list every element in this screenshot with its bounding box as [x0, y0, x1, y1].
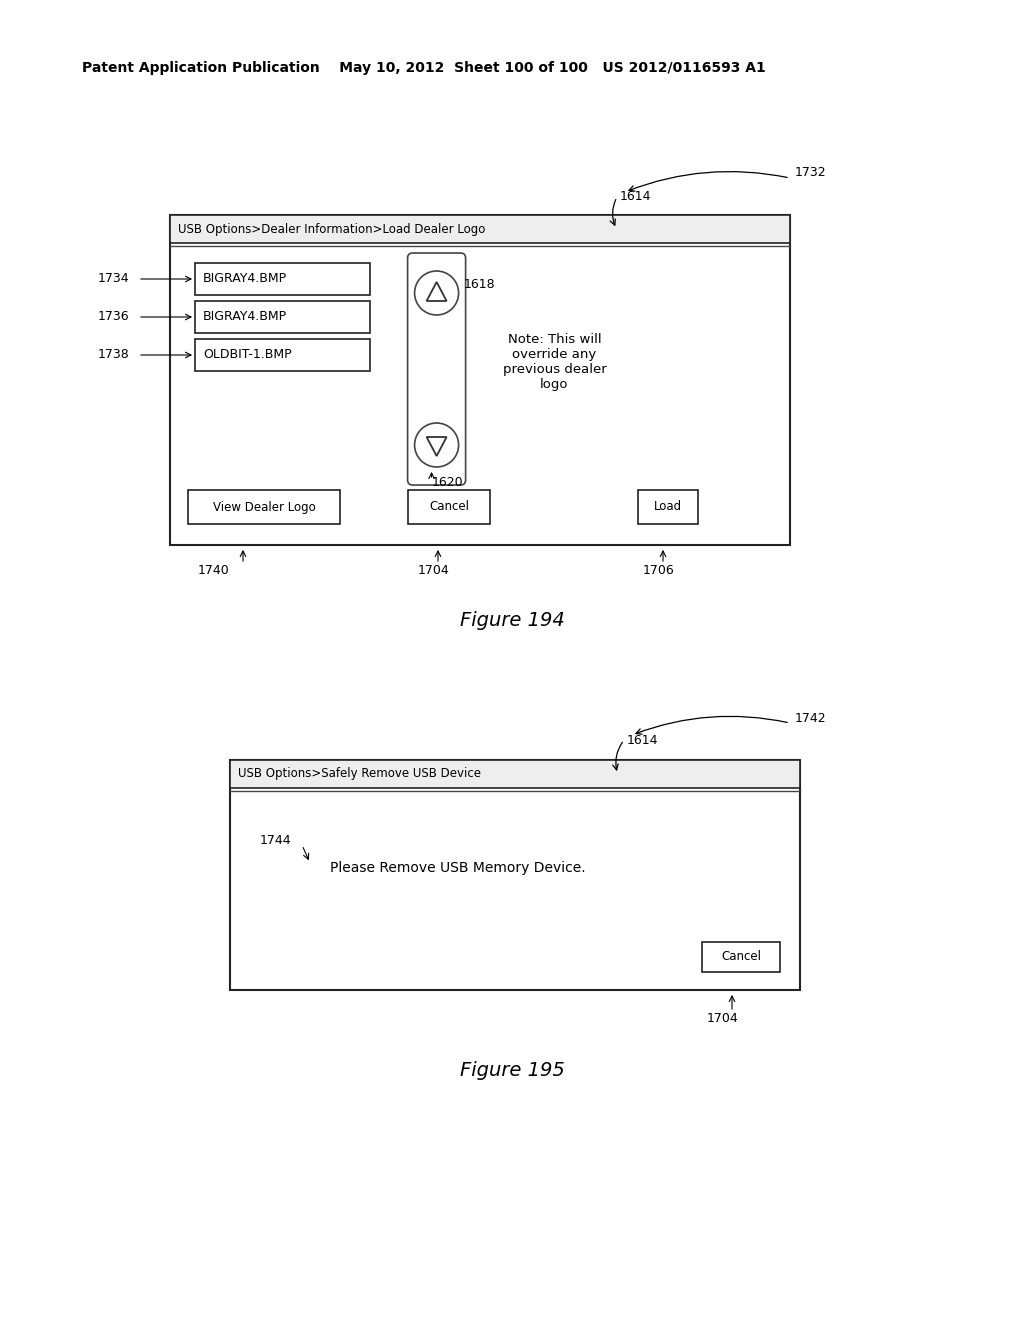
- Text: Load: Load: [654, 500, 682, 513]
- Text: Patent Application Publication    May 10, 2012  Sheet 100 of 100   US 2012/01165: Patent Application Publication May 10, 2…: [82, 61, 766, 75]
- Bar: [230, 760, 800, 990]
- Text: USB Options>Safely Remove USB Device: USB Options>Safely Remove USB Device: [238, 767, 481, 780]
- Circle shape: [415, 271, 459, 315]
- Text: 1742: 1742: [795, 711, 826, 725]
- Bar: [195, 263, 370, 294]
- Text: 1734: 1734: [98, 272, 130, 285]
- Text: BIGRAY4.BMP: BIGRAY4.BMP: [203, 272, 287, 285]
- Bar: [638, 490, 698, 524]
- Bar: [188, 490, 340, 524]
- Text: OLDBIT-1.BMP: OLDBIT-1.BMP: [203, 348, 292, 362]
- Text: Figure 195: Figure 195: [460, 1060, 564, 1080]
- Text: Cancel: Cancel: [429, 500, 469, 513]
- Text: 1736: 1736: [98, 310, 130, 323]
- Text: BIGRAY4.BMP: BIGRAY4.BMP: [203, 310, 287, 323]
- Text: 1740: 1740: [198, 564, 229, 577]
- Text: 1732: 1732: [795, 166, 826, 180]
- Circle shape: [415, 422, 459, 467]
- Text: 1738: 1738: [98, 348, 130, 362]
- Text: 1618: 1618: [464, 279, 496, 292]
- Text: 1706: 1706: [643, 564, 675, 577]
- Bar: [195, 301, 370, 333]
- Bar: [195, 339, 370, 371]
- Text: 1620: 1620: [431, 475, 463, 488]
- Bar: [170, 215, 790, 545]
- Text: 1744: 1744: [260, 833, 292, 846]
- Text: Figure 194: Figure 194: [460, 610, 564, 630]
- Text: 1704: 1704: [707, 1011, 738, 1024]
- Text: Please Remove USB Memory Device.: Please Remove USB Memory Device.: [330, 861, 586, 875]
- Bar: [170, 215, 790, 243]
- Text: USB Options>Dealer Information>Load Dealer Logo: USB Options>Dealer Information>Load Deal…: [178, 223, 485, 235]
- Text: 1614: 1614: [620, 190, 651, 203]
- Bar: [702, 942, 780, 972]
- Text: 1614: 1614: [627, 734, 658, 747]
- Bar: [408, 490, 490, 524]
- FancyBboxPatch shape: [408, 253, 466, 484]
- Bar: [230, 760, 800, 788]
- Text: 1704: 1704: [418, 564, 450, 577]
- Text: Note: This will
override any
previous dealer
logo: Note: This will override any previous de…: [503, 333, 606, 391]
- Text: View Dealer Logo: View Dealer Logo: [213, 500, 315, 513]
- Text: Cancel: Cancel: [721, 950, 761, 964]
